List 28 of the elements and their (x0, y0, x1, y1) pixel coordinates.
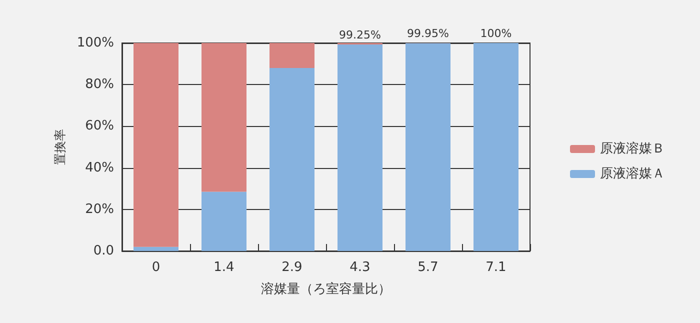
x-axis-title: 溶媒量（ろ室容量比） (261, 281, 391, 297)
bar (202, 192, 246, 251)
bar (134, 43, 178, 247)
y-axis-title: 置換率 (52, 129, 67, 165)
data-label: 100% (480, 27, 512, 40)
bar (134, 246, 178, 251)
y-tick-label: 80% (85, 77, 114, 92)
data-label: 99.95% (407, 27, 449, 40)
legend-label: 原液溶媒Ａ (600, 166, 665, 182)
bar (338, 44, 382, 251)
x-tick-label: 5.7 (418, 260, 438, 275)
y-tick-label: 0.0 (93, 244, 114, 258)
x-tick-label: 2.9 (282, 260, 302, 275)
x-tick-label: 0 (152, 260, 160, 275)
y-tick-label: 20% (85, 202, 114, 217)
y-tick-label: 100% (76, 36, 114, 50)
bar (270, 68, 314, 251)
y-tick-label: 40% (85, 160, 114, 176)
bar (406, 43, 450, 251)
legend-label: 原液溶媒Ｂ (600, 140, 665, 156)
bar (270, 43, 314, 68)
x-tick-label: 4.3 (350, 260, 370, 275)
bar (202, 43, 246, 192)
y-tick-label: 60% (85, 118, 114, 134)
bar (474, 43, 518, 251)
data-label: 99.25% (339, 28, 381, 42)
x-tick-label: 1.4 (214, 260, 234, 275)
x-tick-label: 7.1 (486, 260, 506, 275)
